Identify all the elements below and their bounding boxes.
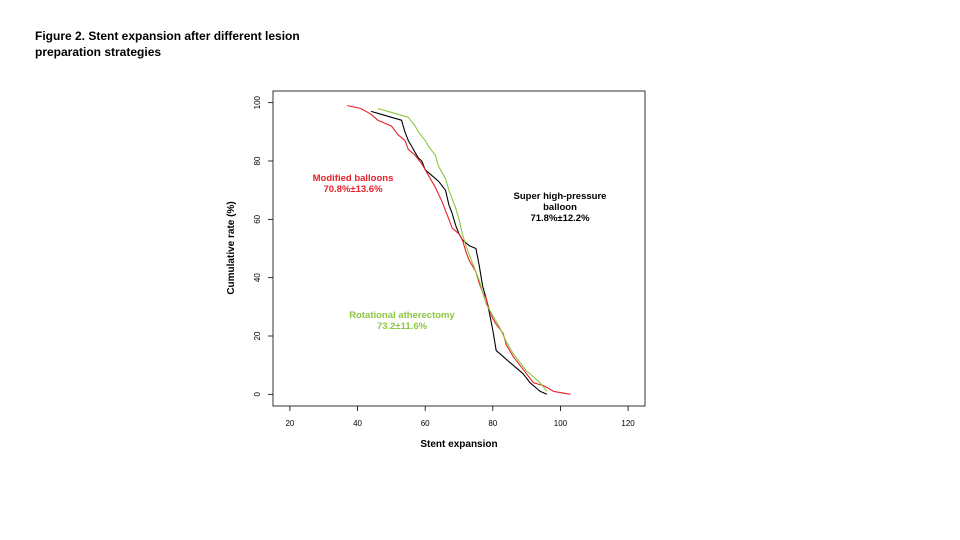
- series-line-0: [370, 110, 548, 395]
- annotation-0-line: 70.8%±13.6%: [323, 184, 383, 195]
- figure-title-line-1: Figure 2. Stent expansion after differen…: [35, 29, 300, 43]
- x-tick-label: 120: [621, 419, 635, 428]
- y-tick-label: 80: [253, 156, 262, 165]
- series-line-1: [347, 105, 571, 395]
- axes: 20 40 60 80 100 120 0 20 40 60 80 100: [253, 95, 635, 428]
- x-tick-label: 80: [488, 419, 497, 428]
- annotation-0-line: Modified balloons: [313, 173, 394, 184]
- series-line-2: [377, 107, 548, 392]
- figure-title: Figure 2. Stent expansion after differen…: [35, 28, 335, 60]
- annotation-1-line: Super high-pressure: [514, 191, 607, 202]
- y-axis-label: Cumulative rate (%): [226, 201, 237, 294]
- x-tick-label: 100: [554, 419, 568, 428]
- x-axis-label: Stent expansion: [420, 439, 497, 450]
- x-tick-label: 40: [353, 419, 362, 428]
- y-tick-label: 60: [253, 214, 262, 223]
- figure-title-line-2: preparation strategies: [35, 45, 162, 59]
- x-tick-label: 20: [285, 419, 294, 428]
- y-tick-label: 0: [253, 392, 262, 397]
- annotation-2-line: 73.2±11.6%: [377, 321, 428, 332]
- annotation-2-line: Rotational atherectomy: [349, 310, 455, 321]
- y-tick-label: 100: [253, 95, 262, 109]
- y-tick-label: 20: [253, 331, 262, 340]
- plot-frame: [272, 90, 646, 407]
- annotation-1-line: 71.8%±12.2%: [530, 213, 590, 224]
- annotation-1-line: balloon: [543, 202, 577, 213]
- x-tick-label: 60: [421, 419, 430, 428]
- y-tick-label: 40: [253, 273, 262, 282]
- series-group: [347, 105, 571, 395]
